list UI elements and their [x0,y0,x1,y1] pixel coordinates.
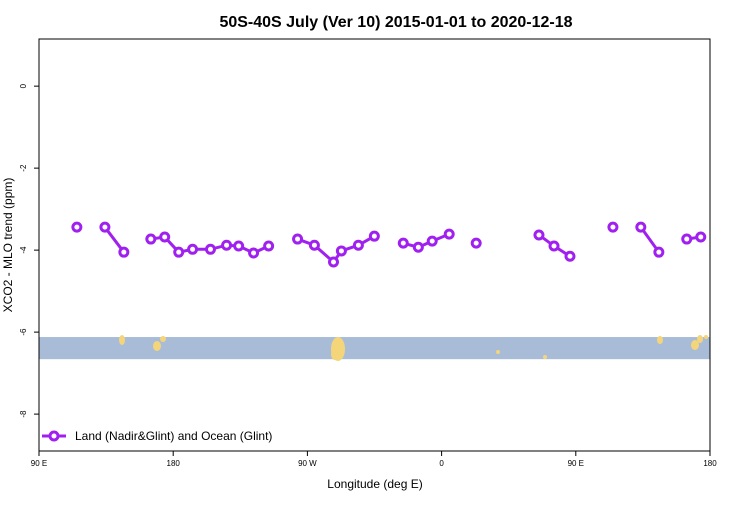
legend-label: Land (Nadir&Glint) and Ocean (Glint) [75,429,272,443]
land-patch [119,335,125,345]
data-point [564,250,576,262]
data-point [118,246,130,258]
y-tick-label: -2 [19,164,28,172]
data-point [426,235,438,247]
data-point [397,237,409,249]
data-point [145,233,157,245]
data-point [159,231,171,243]
y-axis-label: XCO2 - MLO trend (ppm) [1,178,15,313]
y-tick-label: -6 [19,328,28,336]
x-tick-label: 90 W [298,459,317,468]
legend: Land (Nadir&Glint) and Ocean (Glint) [42,429,272,443]
y-tick-label: -4 [19,246,28,254]
data-point [99,221,111,233]
land-patch [160,336,166,342]
data-point [292,233,304,245]
plot-frame [38,38,711,452]
axes: 90 E 180 90 W 0 90 E 180 0 -2 -4 -6 -8 [19,38,717,468]
data-point [352,239,364,251]
legend-marker [48,430,60,442]
data-point [412,241,424,253]
x-tick-label: 180 [167,459,181,468]
x-axis-label: Longitude (deg E) [327,477,422,491]
land-patch [697,335,703,343]
data-point [187,243,199,255]
x-tick-label: 90 E [568,459,584,468]
series-line [402,232,450,249]
data-point [653,246,665,258]
land-patch [496,350,500,354]
data-point [71,221,83,233]
data-point [204,243,216,255]
land-patch [704,335,708,339]
data-point [173,246,185,258]
x-tick-label: 90 E [31,459,47,468]
data-point [263,240,275,252]
data-point [470,237,482,249]
data-point [533,229,545,241]
data-point [233,240,245,252]
data-point [635,221,647,233]
data-point [368,230,380,242]
x-tick-label: 180 [703,459,717,468]
chart-title: 50S-40S July (Ver 10) 2015-01-01 to 2020… [219,14,572,31]
x-tick-label: 0 [439,459,444,468]
land-patch [543,355,547,359]
data-point [221,239,233,251]
ocean-band [39,337,710,360]
data-point [681,233,693,245]
data-point [335,245,347,257]
land-patch [691,340,699,350]
data-point [248,247,260,259]
land-patch [153,341,161,351]
land-patch [331,348,339,360]
y-tick-label: 0 [19,83,28,88]
data-point [695,231,707,243]
land-ocean-band [39,335,710,361]
data-point [607,221,619,233]
data-point [443,228,455,240]
data-point [548,240,560,252]
land-patch [657,336,663,344]
data-point [327,256,339,268]
series-group [71,221,707,268]
y-tick-label: -8 [19,410,28,418]
data-point [308,239,320,251]
